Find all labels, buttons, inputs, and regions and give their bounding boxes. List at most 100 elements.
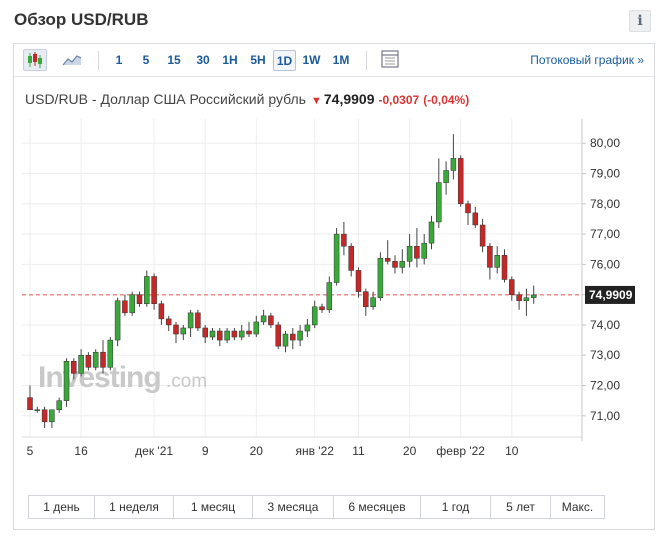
candle-down [41, 409, 48, 423]
candle-down [122, 300, 128, 314]
candle-up [49, 409, 55, 423]
y-tick-label: 77,00 [590, 227, 620, 241]
candle-down [173, 324, 179, 335]
layout-icon[interactable] [379, 49, 403, 71]
range-button-5[interactable]: 1 год [420, 495, 491, 519]
candle-up [253, 321, 260, 335]
timeframe-5[interactable]: 5 [142, 53, 150, 67]
candle-up [436, 182, 442, 223]
area-chart-icon[interactable] [61, 49, 85, 71]
candle-down [501, 255, 508, 280]
candle-down [290, 333, 296, 341]
candle-up [428, 221, 435, 244]
candle-down [355, 270, 362, 292]
candle-down [85, 354, 92, 368]
range-button-1[interactable]: 1 неделя [94, 495, 174, 519]
toolbar-divider [98, 51, 99, 70]
instrument-name: USD/RUB - Доллар США Российский рубль [25, 91, 306, 107]
range-button-4[interactable]: 6 месяцев [333, 495, 421, 519]
candle-down [384, 258, 391, 262]
candle-up [450, 158, 457, 171]
stream-chart-link[interactable]: Потоковый график » [530, 53, 644, 67]
candle-down [202, 327, 208, 338]
y-tick-label: 76,00 [590, 257, 620, 271]
candle-down [487, 245, 493, 268]
candle-up [56, 400, 62, 410]
down-arrow-icon: ▼ [310, 95, 322, 107]
title-bar: Обзор USD/RUB i [0, 0, 666, 40]
y-tick-label: 72,00 [590, 379, 620, 393]
candle-down [268, 315, 274, 326]
candle-up [399, 261, 406, 268]
candlestick-chart: Investing.com80,0079,0078,0077,0076,0075… [22, 119, 635, 458]
toolbar-divider [366, 51, 367, 70]
candle-up [370, 297, 376, 308]
x-tick-label: 20 [250, 444, 264, 458]
timeframe-1[interactable]: 1 [115, 53, 123, 67]
candle-up [144, 276, 150, 304]
candle-up [377, 258, 384, 298]
last-price-badge [585, 285, 635, 304]
candle-down [231, 330, 238, 338]
x-tick-label: дек '21 [135, 444, 173, 458]
x-tick-label: 10 [505, 444, 519, 458]
chart-widget: 1 5 15 30 1H 5H 1D 1W 1M Потоковый график » USD/… [13, 43, 655, 530]
candle-down [457, 158, 464, 205]
candle-down [319, 306, 325, 311]
candle-down [151, 276, 157, 304]
range-button-0[interactable]: 1 день [28, 495, 95, 519]
candle-up [406, 245, 413, 262]
candle-down [348, 245, 354, 271]
candlestick-icon[interactable] [23, 49, 47, 71]
x-tick-label: 20 [403, 444, 417, 458]
info-icon[interactable]: i [629, 10, 651, 32]
range-button-2[interactable]: 1 месяц [173, 495, 253, 519]
candle-up [209, 330, 216, 338]
price-change-percent: (-0,04%) [423, 93, 470, 107]
last-price: 74,9909 [323, 91, 375, 107]
candle-down [165, 318, 172, 326]
range-button-7[interactable]: Макс. [550, 495, 605, 519]
candle-up [326, 282, 333, 311]
timeframe-1w[interactable]: 1W [302, 53, 321, 67]
candle-up [180, 327, 187, 335]
price-change: -0,0307 [378, 93, 420, 107]
timeframe-30[interactable]: 30 [196, 53, 210, 67]
candle-down [275, 324, 281, 347]
candle-up [530, 294, 537, 298]
candle-down [341, 233, 347, 247]
candle-up [421, 242, 427, 259]
range-selector: 1 день 1 неделя 1 месяц 3 месяца 6 месяцев 1 … [28, 495, 605, 519]
candle-down [246, 330, 252, 335]
chart-toolbar: 1 5 15 30 1H 5H 1D 1W 1M Потоковый график » [14, 44, 654, 77]
candle-down [100, 351, 106, 368]
timeframe-1m[interactable]: 1M [332, 53, 350, 67]
candle-up [282, 333, 289, 347]
x-tick-label: 16 [74, 444, 88, 458]
x-tick-label: янв '22 [295, 444, 334, 458]
candle-down [136, 294, 143, 304]
candle-down [414, 245, 420, 259]
candle-down [516, 294, 522, 301]
y-tick-label: 79,00 [590, 167, 620, 181]
timeframe-15[interactable]: 15 [167, 53, 181, 67]
y-tick-label: 78,00 [590, 197, 620, 211]
y-tick-label: 74,00 [590, 318, 620, 332]
candle-down [195, 312, 201, 329]
timeframe-1d[interactable]: 1D [273, 50, 296, 71]
page-title: Обзор USD/RUB [14, 10, 149, 29]
range-button-6[interactable]: 5 лет [490, 495, 551, 519]
candle-up [238, 330, 245, 338]
candle-up [92, 351, 99, 368]
candle-up [107, 339, 114, 368]
range-button-3[interactable]: 3 месяца [252, 495, 334, 519]
x-tick-label: 9 [202, 444, 209, 458]
x-tick-label: 11 [352, 444, 365, 458]
timeframe-5h[interactable]: 5H [250, 53, 266, 67]
timeframe-1h[interactable]: 1H [222, 53, 238, 67]
x-tick-label: февр '22 [436, 444, 485, 458]
candle-up [304, 324, 311, 332]
candle-up [187, 312, 194, 329]
y-tick-label: 71,00 [590, 409, 620, 423]
candle-up [297, 330, 303, 341]
